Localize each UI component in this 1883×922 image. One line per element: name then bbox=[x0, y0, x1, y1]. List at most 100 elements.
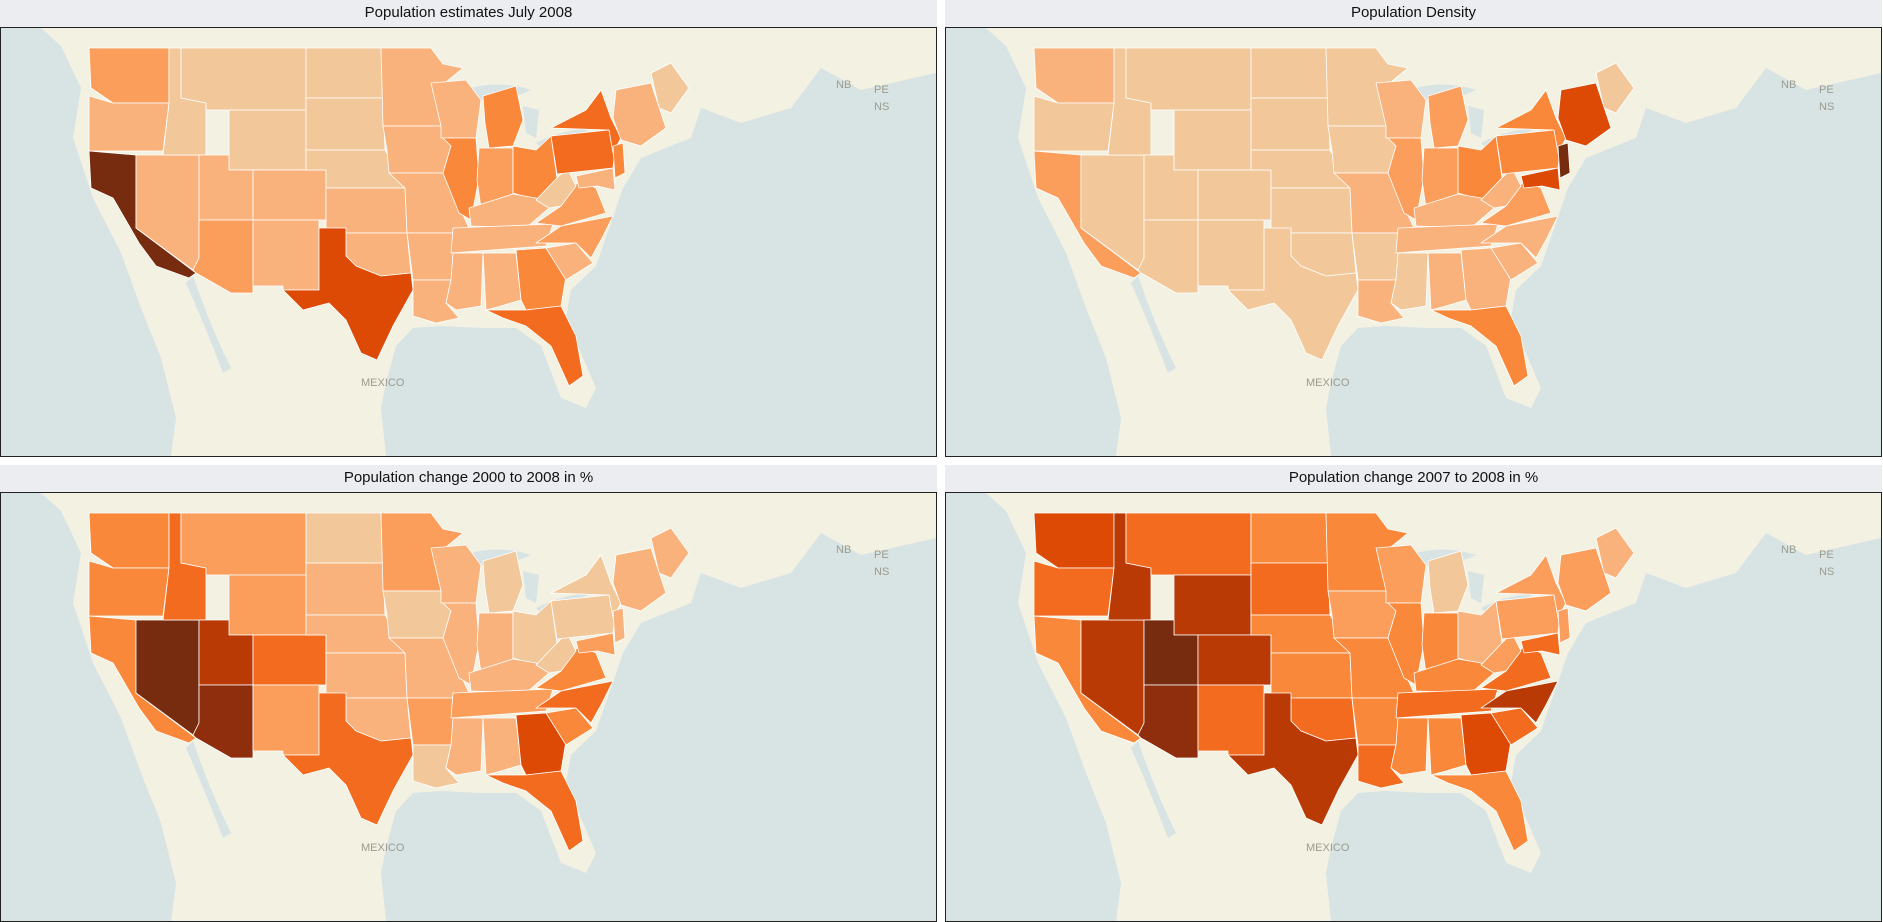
state-nd bbox=[1250, 47, 1329, 99]
state-sd bbox=[305, 97, 386, 151]
choropleth-map[interactable]: NB PE NS MEXICO bbox=[0, 492, 937, 922]
state-il bbox=[1387, 602, 1425, 686]
label-mexico: MEXICO bbox=[361, 842, 405, 854]
map-panel-population-density: Population Density NB PE NS MEXICO bbox=[945, 0, 1882, 458]
choropleth-map[interactable]: NB PE NS MEXICO bbox=[945, 492, 1882, 922]
state-tn bbox=[450, 223, 554, 254]
label-mexico: MEXICO bbox=[1306, 842, 1350, 854]
state-nm bbox=[252, 219, 320, 291]
state-wv bbox=[1480, 167, 1522, 209]
state-or bbox=[88, 95, 170, 152]
state-al bbox=[1427, 717, 1467, 776]
panel-title: Population estimates July 2008 bbox=[0, 0, 937, 27]
state-sc bbox=[545, 242, 594, 281]
state-mt bbox=[180, 512, 307, 576]
state-tn bbox=[1395, 688, 1499, 719]
state-ny bbox=[550, 89, 622, 154]
state-sd bbox=[305, 562, 386, 616]
state-wy bbox=[1173, 109, 1252, 171]
label-nb: NB bbox=[1781, 79, 1796, 91]
state-co bbox=[252, 169, 327, 221]
state-tn bbox=[1395, 223, 1499, 254]
choropleth-map[interactable]: NB PE NS MEXICO bbox=[945, 27, 1882, 457]
canada-land bbox=[41, 28, 936, 123]
state-nm bbox=[1197, 684, 1265, 756]
label-pe: PE bbox=[1819, 549, 1834, 561]
canada-land bbox=[41, 493, 936, 588]
panel-title: Population change 2007 to 2008 in % bbox=[945, 465, 1882, 492]
state-al bbox=[482, 252, 522, 311]
label-pe: PE bbox=[874, 549, 889, 561]
state-ny bbox=[1495, 554, 1567, 619]
state-ne-eng bbox=[612, 82, 667, 147]
canada-land bbox=[986, 493, 1881, 588]
state-wa bbox=[1033, 47, 1115, 104]
state-tx bbox=[1227, 692, 1359, 826]
lake-huron bbox=[1468, 106, 1484, 138]
lake-huron bbox=[523, 106, 539, 138]
state-or bbox=[1033, 95, 1115, 152]
label-nb: NB bbox=[836, 79, 851, 91]
gulf-of-california bbox=[186, 276, 231, 373]
state-al bbox=[1427, 252, 1467, 311]
state-pa bbox=[1495, 594, 1562, 640]
state-pa bbox=[550, 594, 617, 640]
state-ks bbox=[325, 652, 408, 699]
state-md bbox=[1520, 167, 1561, 191]
state-mt bbox=[180, 47, 307, 111]
state-ny bbox=[1495, 89, 1567, 154]
state-wa bbox=[1033, 512, 1115, 569]
state-il bbox=[442, 602, 480, 686]
state-wy bbox=[1173, 574, 1252, 636]
label-pe: PE bbox=[1819, 84, 1834, 96]
state-nd bbox=[305, 47, 384, 99]
state-wa bbox=[88, 512, 170, 569]
lake-huron bbox=[523, 571, 539, 603]
state-or bbox=[1033, 560, 1115, 617]
state-ne-eng bbox=[612, 547, 667, 612]
state-nj bbox=[612, 607, 626, 644]
state-fl bbox=[485, 770, 584, 852]
label-ns: NS bbox=[874, 101, 889, 113]
state-tx bbox=[282, 692, 414, 826]
lake-huron bbox=[1468, 571, 1484, 603]
map-panel-change-2007-2008: Population change 2007 to 2008 in % NB PE… bbox=[945, 465, 1882, 922]
state-ks bbox=[1270, 652, 1353, 699]
state-wa bbox=[88, 47, 170, 104]
choropleth-map[interactable]: NB PE NS MEXICO bbox=[0, 27, 937, 457]
gulf-of-california bbox=[1131, 276, 1176, 373]
state-mt bbox=[1125, 47, 1252, 111]
state-tn bbox=[450, 688, 554, 719]
state-fl bbox=[485, 305, 584, 387]
label-mexico: MEXICO bbox=[1306, 377, 1350, 389]
state-il bbox=[1387, 137, 1425, 221]
label-nb: NB bbox=[1781, 544, 1796, 556]
label-ns: NS bbox=[1819, 566, 1834, 578]
state-nm bbox=[252, 684, 320, 756]
state-fl bbox=[1430, 305, 1529, 387]
map-panel-population-2008: Population estimates July 2008 NB PE NS MEX… bbox=[0, 0, 937, 458]
state-co bbox=[252, 634, 327, 686]
state-nj bbox=[1557, 142, 1571, 179]
state-md bbox=[575, 632, 616, 656]
state-or bbox=[88, 560, 170, 617]
state-pa bbox=[550, 129, 617, 175]
state-md bbox=[575, 167, 616, 191]
state-ks bbox=[1270, 187, 1353, 234]
state-ne-eng bbox=[1557, 547, 1612, 612]
label-nb: NB bbox=[836, 544, 851, 556]
panel-title: Population change 2000 to 2008 in % bbox=[0, 465, 937, 492]
label-ns: NS bbox=[1819, 101, 1834, 113]
state-wy bbox=[228, 109, 307, 171]
state-sc bbox=[545, 707, 594, 746]
state-ny bbox=[550, 554, 622, 619]
state-il bbox=[442, 137, 480, 221]
state-md bbox=[1520, 632, 1561, 656]
state-nj bbox=[612, 142, 626, 179]
label-pe: PE bbox=[874, 84, 889, 96]
state-sc bbox=[1490, 242, 1539, 281]
map-panel-change-2000-2008: Population change 2000 to 2008 in % NB PE… bbox=[0, 465, 937, 922]
panel-title: Population Density bbox=[945, 0, 1882, 27]
state-ks bbox=[325, 187, 408, 234]
state-co bbox=[1197, 634, 1272, 686]
